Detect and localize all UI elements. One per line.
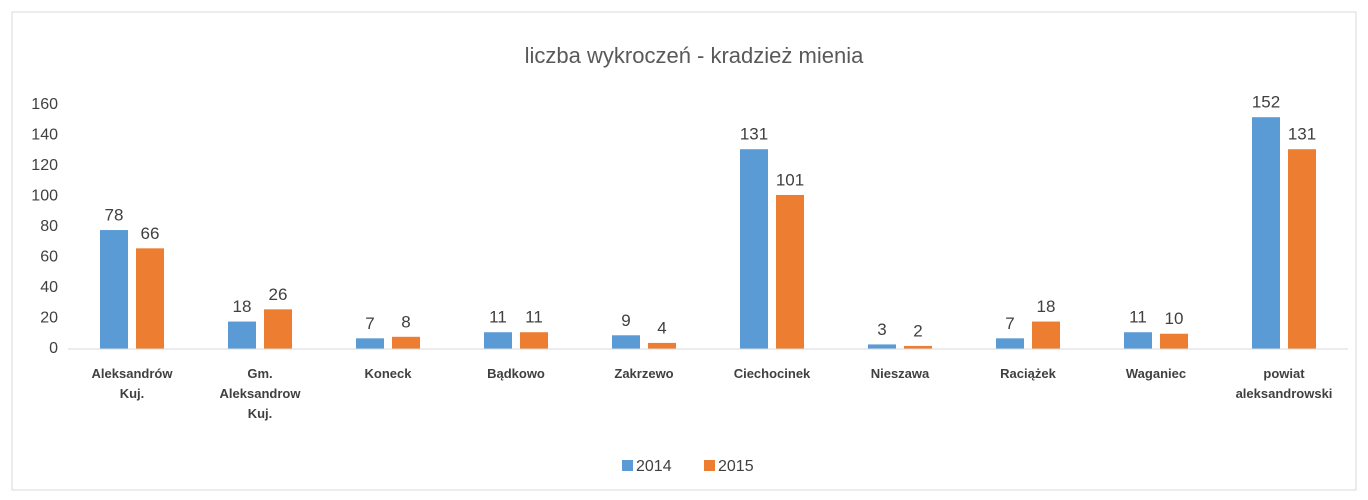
y-tick-label: 140 xyxy=(31,127,58,144)
data-label: 18 xyxy=(1037,297,1056,316)
y-tick-label: 0 xyxy=(49,340,58,357)
x-tick-label: powiat aleksandrowski xyxy=(1235,366,1333,401)
bar xyxy=(648,342,676,349)
bar xyxy=(996,338,1024,349)
bar xyxy=(1288,149,1316,349)
y-tick-label: 20 xyxy=(40,310,58,327)
data-label: 2 xyxy=(913,321,922,340)
data-label: 78 xyxy=(105,206,124,225)
y-tick-label: 100 xyxy=(31,188,58,205)
y-tick-label: 40 xyxy=(40,279,58,296)
data-label: 152 xyxy=(1252,93,1280,112)
data-label: 7 xyxy=(365,314,374,333)
bar xyxy=(228,321,256,349)
data-label: 4 xyxy=(657,318,666,337)
bar xyxy=(740,149,768,349)
x-tick-label: Zakrzewo xyxy=(614,366,674,381)
bar xyxy=(612,335,640,349)
x-tick-label: Aleksandrów Kuj. xyxy=(91,366,173,401)
data-label: 7 xyxy=(1005,314,1014,333)
chart-title: liczba wykroczeń - kradzież mienia xyxy=(525,43,864,68)
y-tick-label: 80 xyxy=(40,218,58,235)
legend-swatch xyxy=(704,460,715,471)
bar xyxy=(392,336,420,349)
bar xyxy=(1160,333,1188,349)
bar xyxy=(520,332,548,349)
data-label: 11 xyxy=(525,308,543,327)
data-label: 18 xyxy=(233,297,252,316)
bar xyxy=(1032,321,1060,349)
data-label: 11 xyxy=(489,308,507,327)
x-tick-label: Nieszawa xyxy=(870,366,930,381)
bar xyxy=(136,248,164,349)
data-label: 8 xyxy=(401,312,410,331)
bar xyxy=(1252,117,1280,349)
bar xyxy=(868,344,896,349)
bar xyxy=(356,338,384,349)
bar xyxy=(484,332,512,349)
data-label: 9 xyxy=(621,311,630,330)
chart-frame xyxy=(11,11,1357,491)
data-label: 131 xyxy=(740,125,768,144)
bar xyxy=(904,345,932,349)
legend-label: 2014 xyxy=(636,458,672,475)
legend-swatch xyxy=(622,460,633,471)
bar xyxy=(776,194,804,349)
x-tick-label: Waganiec xyxy=(1125,366,1187,381)
x-tick-label: Koneck xyxy=(364,366,412,381)
x-tick-label: Ciechocinek xyxy=(733,366,811,381)
y-tick-label: 120 xyxy=(31,157,58,174)
data-label: 66 xyxy=(141,224,160,243)
bar xyxy=(264,309,292,349)
data-label: 3 xyxy=(877,320,886,339)
y-tick-label: 160 xyxy=(31,96,58,113)
x-tick-label: Bądkowo xyxy=(487,366,545,381)
data-label: 131 xyxy=(1288,125,1316,144)
bar xyxy=(1124,332,1152,349)
bar xyxy=(100,230,128,349)
data-label: 11 xyxy=(1129,308,1147,327)
legend-label: 2015 xyxy=(718,458,754,475)
data-label: 10 xyxy=(1165,309,1184,328)
y-tick-label: 60 xyxy=(40,249,58,266)
x-tick-label: Gm. Aleksandrow Kuj. xyxy=(219,366,301,421)
data-label: 26 xyxy=(269,285,288,304)
data-label: 101 xyxy=(776,170,804,189)
x-tick-label: Raciążek xyxy=(1000,366,1056,381)
